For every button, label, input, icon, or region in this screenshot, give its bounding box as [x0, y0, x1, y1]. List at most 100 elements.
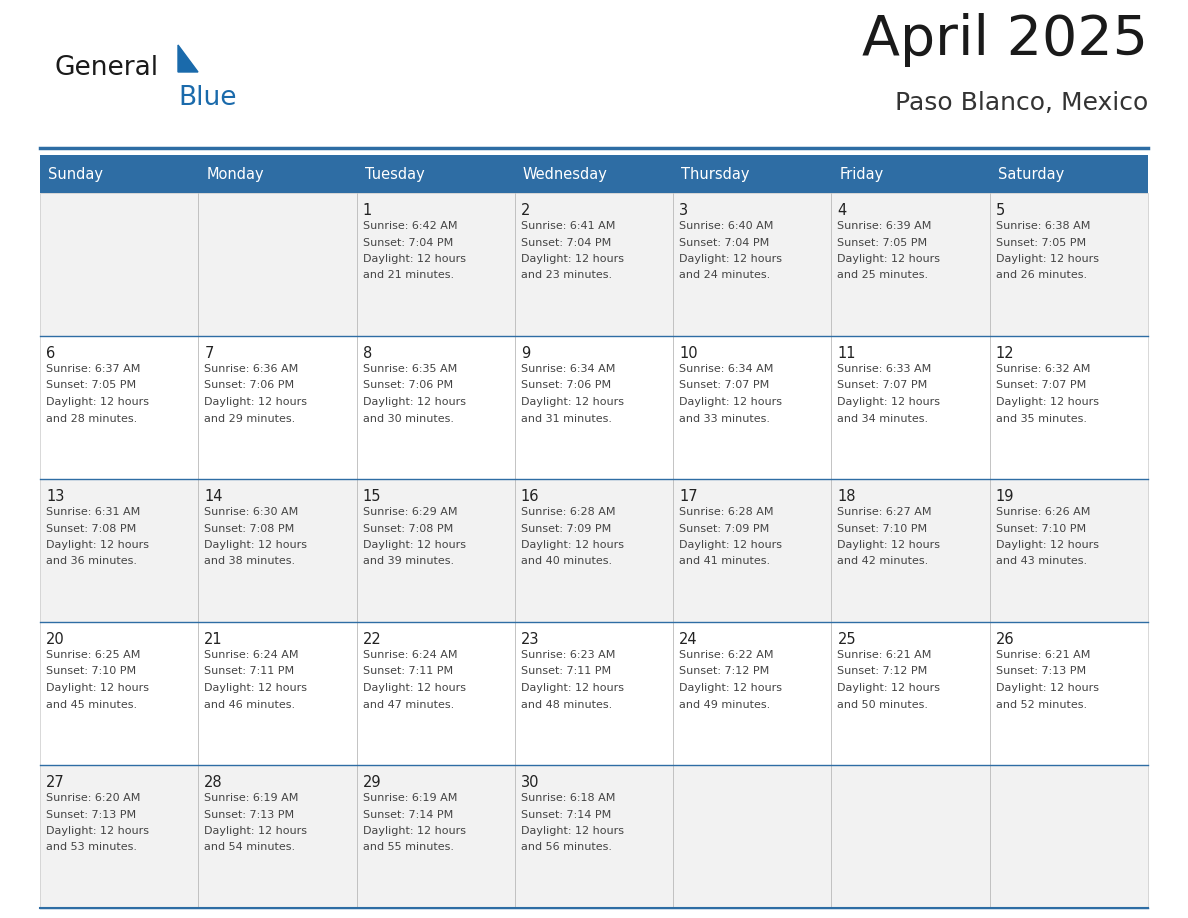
Text: Daylight: 12 hours: Daylight: 12 hours [996, 397, 1099, 407]
Text: Sunset: 7:11 PM: Sunset: 7:11 PM [362, 666, 453, 677]
Text: Sunset: 7:11 PM: Sunset: 7:11 PM [204, 666, 295, 677]
Text: 7: 7 [204, 346, 214, 361]
Text: 30: 30 [520, 775, 539, 790]
Bar [990, 765, 1148, 908]
Text: and 46 minutes.: and 46 minutes. [204, 700, 296, 710]
Text: and 54 minutes.: and 54 minutes. [204, 843, 296, 853]
Text: Sunset: 7:08 PM: Sunset: 7:08 PM [204, 523, 295, 533]
Text: and 52 minutes.: and 52 minutes. [996, 700, 1087, 710]
Bar [990, 193, 1148, 336]
Bar [198, 155, 356, 193]
Text: and 23 minutes.: and 23 minutes. [520, 271, 612, 281]
Text: Sunrise: 6:28 AM: Sunrise: 6:28 AM [520, 507, 615, 517]
Text: Sunrise: 6:20 AM: Sunrise: 6:20 AM [46, 793, 140, 803]
Text: 2: 2 [520, 203, 530, 218]
Text: 6: 6 [46, 346, 56, 361]
Bar [514, 193, 674, 336]
Text: 17: 17 [680, 489, 697, 504]
Text: Daylight: 12 hours: Daylight: 12 hours [520, 254, 624, 264]
Text: Sunrise: 6:23 AM: Sunrise: 6:23 AM [520, 650, 615, 660]
Text: Sunrise: 6:27 AM: Sunrise: 6:27 AM [838, 507, 931, 517]
Text: Daylight: 12 hours: Daylight: 12 hours [362, 397, 466, 407]
Text: Sunrise: 6:39 AM: Sunrise: 6:39 AM [838, 221, 931, 231]
Text: Daylight: 12 hours: Daylight: 12 hours [680, 254, 782, 264]
Bar [40, 336, 198, 479]
Text: Sunday: Sunday [48, 166, 103, 182]
Text: Sunset: 7:08 PM: Sunset: 7:08 PM [362, 523, 453, 533]
Text: Daylight: 12 hours: Daylight: 12 hours [838, 254, 941, 264]
Bar [674, 336, 832, 479]
Text: Tuesday: Tuesday [365, 166, 424, 182]
Text: Daylight: 12 hours: Daylight: 12 hours [46, 683, 148, 693]
Bar [514, 622, 674, 765]
Text: Sunrise: 6:41 AM: Sunrise: 6:41 AM [520, 221, 615, 231]
Text: 14: 14 [204, 489, 223, 504]
Text: Daylight: 12 hours: Daylight: 12 hours [46, 826, 148, 836]
Bar [198, 336, 356, 479]
Bar [674, 155, 832, 193]
Bar [832, 765, 990, 908]
Text: and 29 minutes.: and 29 minutes. [204, 413, 296, 423]
Text: 4: 4 [838, 203, 847, 218]
Text: General: General [55, 55, 159, 81]
Bar [832, 155, 990, 193]
Bar [832, 336, 990, 479]
Text: and 34 minutes.: and 34 minutes. [838, 413, 929, 423]
Text: Monday: Monday [207, 166, 264, 182]
Bar [514, 479, 674, 622]
Bar [356, 336, 514, 479]
Text: Sunset: 7:04 PM: Sunset: 7:04 PM [680, 238, 770, 248]
Bar [198, 193, 356, 336]
Text: 12: 12 [996, 346, 1015, 361]
Text: Sunrise: 6:32 AM: Sunrise: 6:32 AM [996, 364, 1091, 374]
Text: Sunset: 7:04 PM: Sunset: 7:04 PM [362, 238, 453, 248]
Text: and 42 minutes.: and 42 minutes. [838, 556, 929, 566]
Bar [674, 765, 832, 908]
Text: and 30 minutes.: and 30 minutes. [362, 413, 454, 423]
Text: Sunset: 7:13 PM: Sunset: 7:13 PM [996, 666, 1086, 677]
Text: Sunrise: 6:24 AM: Sunrise: 6:24 AM [204, 650, 299, 660]
Text: 24: 24 [680, 632, 697, 647]
Text: Daylight: 12 hours: Daylight: 12 hours [680, 683, 782, 693]
Text: and 21 minutes.: and 21 minutes. [362, 271, 454, 281]
Bar [990, 336, 1148, 479]
Text: Sunrise: 6:30 AM: Sunrise: 6:30 AM [204, 507, 298, 517]
Text: Sunrise: 6:38 AM: Sunrise: 6:38 AM [996, 221, 1091, 231]
Text: Daylight: 12 hours: Daylight: 12 hours [204, 397, 308, 407]
Text: 10: 10 [680, 346, 697, 361]
Bar [198, 765, 356, 908]
Text: Sunset: 7:13 PM: Sunset: 7:13 PM [46, 810, 137, 820]
Text: Sunset: 7:09 PM: Sunset: 7:09 PM [680, 523, 770, 533]
Text: Daylight: 12 hours: Daylight: 12 hours [838, 397, 941, 407]
Text: Daylight: 12 hours: Daylight: 12 hours [520, 397, 624, 407]
Text: Daylight: 12 hours: Daylight: 12 hours [680, 540, 782, 550]
Text: Daylight: 12 hours: Daylight: 12 hours [520, 826, 624, 836]
Text: Sunrise: 6:24 AM: Sunrise: 6:24 AM [362, 650, 457, 660]
Text: Sunset: 7:12 PM: Sunset: 7:12 PM [680, 666, 770, 677]
Text: Daylight: 12 hours: Daylight: 12 hours [362, 826, 466, 836]
Text: 1: 1 [362, 203, 372, 218]
Text: and 39 minutes.: and 39 minutes. [362, 556, 454, 566]
Text: Daylight: 12 hours: Daylight: 12 hours [520, 540, 624, 550]
Bar [356, 622, 514, 765]
Text: Sunset: 7:12 PM: Sunset: 7:12 PM [838, 666, 928, 677]
Bar [40, 765, 198, 908]
Text: Sunrise: 6:21 AM: Sunrise: 6:21 AM [996, 650, 1091, 660]
Text: Wednesday: Wednesday [523, 166, 608, 182]
Text: 15: 15 [362, 489, 381, 504]
Text: Daylight: 12 hours: Daylight: 12 hours [362, 254, 466, 264]
Text: and 38 minutes.: and 38 minutes. [204, 556, 296, 566]
Text: 28: 28 [204, 775, 223, 790]
Bar [990, 622, 1148, 765]
Text: and 56 minutes.: and 56 minutes. [520, 843, 612, 853]
Text: 16: 16 [520, 489, 539, 504]
Text: Thursday: Thursday [681, 166, 750, 182]
Text: and 33 minutes.: and 33 minutes. [680, 413, 770, 423]
Text: Sunrise: 6:34 AM: Sunrise: 6:34 AM [680, 364, 773, 374]
Text: Sunrise: 6:26 AM: Sunrise: 6:26 AM [996, 507, 1091, 517]
Text: 11: 11 [838, 346, 855, 361]
Text: Daylight: 12 hours: Daylight: 12 hours [520, 683, 624, 693]
Bar [356, 155, 514, 193]
Text: Sunset: 7:06 PM: Sunset: 7:06 PM [362, 380, 453, 390]
Text: 13: 13 [46, 489, 64, 504]
